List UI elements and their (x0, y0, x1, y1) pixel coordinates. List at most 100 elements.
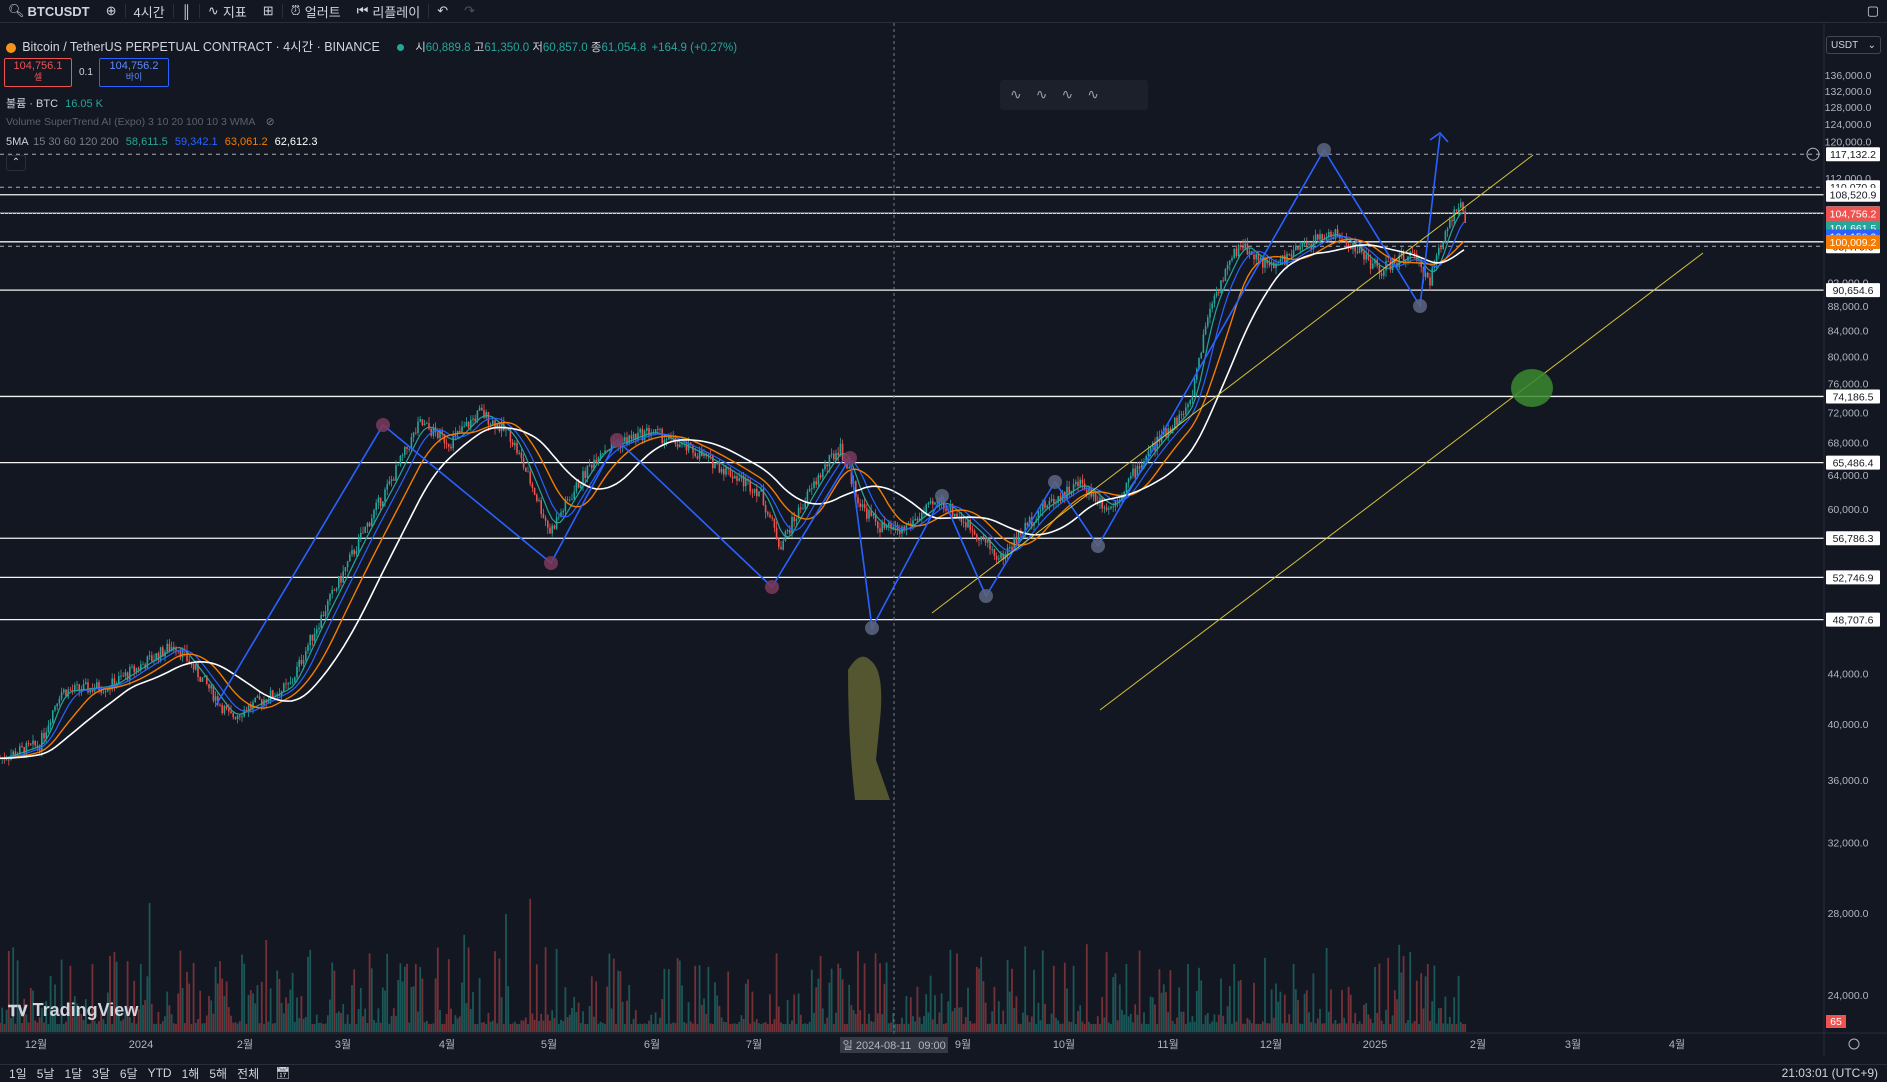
price-tick-label: 28,000.0 (1828, 908, 1869, 920)
volume-bar (1268, 1023, 1271, 1032)
candle-body (588, 464, 591, 466)
volume-bar (676, 958, 679, 1032)
volume-bar (1088, 1021, 1090, 1032)
interval-button[interactable]: 4시간 (133, 4, 165, 20)
chart-type-button[interactable]: ║ (174, 0, 199, 22)
candle-body (351, 550, 353, 555)
range-1d[interactable]: 1일 (9, 1066, 27, 1081)
volume-value: 16.05 K (65, 98, 103, 110)
candle-body (998, 558, 1000, 560)
candle-body (1279, 259, 1282, 262)
indicators-button[interactable]: ∿ 지표 (200, 0, 255, 22)
close-label: 종 (590, 42, 602, 54)
volume-bar (1169, 970, 1172, 1032)
currency-select[interactable]: USDT ⌄ (1826, 36, 1881, 54)
range-6m[interactable]: 6달 (119, 1066, 138, 1081)
volume-bar (1116, 1020, 1119, 1032)
calendar-icon[interactable]: 📅︎ (275, 1066, 291, 1080)
time-tick-label: 10월 (1053, 1038, 1075, 1051)
ma-orange-badge-bg (1826, 235, 1880, 250)
candle-body (82, 683, 85, 691)
candle-body (903, 526, 905, 530)
volume-bar (1193, 1021, 1196, 1032)
volume-bar (494, 951, 496, 1032)
volume-bar (1400, 972, 1403, 1032)
candle-body (298, 659, 300, 667)
undo-button[interactable]: ↶ (429, 0, 456, 22)
volume-bar (1413, 1020, 1416, 1032)
volume-bar (1039, 1020, 1042, 1032)
candle-body (520, 452, 523, 459)
clock-label[interactable]: 21:03:01 (UTC+9) (1781, 1066, 1878, 1080)
sell-button[interactable]: 104,756.1 셀 (4, 58, 72, 87)
range-5d[interactable]: 5날 (36, 1066, 55, 1081)
candle-body (1105, 507, 1108, 510)
volume-bar (1033, 969, 1035, 1032)
candle-body (338, 576, 340, 589)
compare-button[interactable]: ⊕ (98, 0, 125, 22)
candle-body (857, 496, 859, 504)
range-1m[interactable]: 1달 (64, 1066, 83, 1081)
volume-bar (166, 991, 169, 1032)
volume-bar (857, 951, 859, 1032)
price-axis[interactable]: 136,000.0 132,000.0 128,000.0 124,000.0 120,… (1806, 70, 1880, 1028)
candle-body (382, 501, 384, 507)
candle-body (1385, 261, 1387, 271)
volume-bar (742, 1018, 745, 1032)
volume-bar (731, 1023, 734, 1032)
volume-bar (986, 1023, 989, 1032)
buy-button[interactable]: 104,756.2 바이 (99, 58, 169, 87)
volume-bar (518, 1023, 521, 1032)
candle-body (316, 629, 318, 634)
volume-bar (443, 1023, 446, 1032)
candle-body (463, 426, 465, 428)
volume-bar (1272, 1017, 1275, 1032)
candle-body (1075, 481, 1077, 485)
candle-body (1039, 510, 1042, 512)
candle-body (419, 419, 421, 422)
time-axis[interactable]: 12월 2024 2월 3월 4월 5월 6월 7월 9월 10월 11월 12월 2025 2월 3월 4월… (25, 1037, 1860, 1053)
price-chart[interactable]: 136,000.0 132,000.0 128,000.0 124,000.0 120,… (0, 23, 1887, 1056)
hidden-eye-icon[interactable]: ⊘ (265, 116, 275, 128)
volume-bar (678, 960, 681, 1032)
range-5y[interactable]: 5해 (209, 1066, 228, 1081)
symbol-search[interactable]: 🔍︎ BTCUSDT (0, 0, 98, 22)
layouts-button[interactable]: ⊞ (255, 0, 282, 22)
fullscreen-button[interactable]: ▢ (1859, 0, 1887, 22)
candle-body (738, 478, 740, 481)
candle-body (269, 690, 272, 701)
candle-body (1284, 255, 1286, 265)
volume-bar (280, 1002, 283, 1032)
candle-body (201, 677, 204, 682)
candle-body (399, 455, 402, 465)
volume-bar (601, 1022, 604, 1032)
volume-bar (1398, 944, 1401, 1032)
collapse-legend-button[interactable]: ⌃ (6, 155, 26, 171)
settings-icon (1848, 1038, 1860, 1050)
divider (281, 4, 283, 18)
volume-bar (307, 956, 309, 1032)
candle-body (401, 454, 404, 456)
alert-button[interactable]: ⏰︎ 얼러트 (283, 0, 349, 22)
range-ytd[interactable]: YTD (147, 1066, 172, 1080)
volume-bar (285, 997, 287, 1032)
candle-body (93, 689, 96, 692)
candle-body (973, 530, 976, 535)
candle-body (54, 706, 56, 711)
volume-bar (1343, 1017, 1346, 1032)
range-all[interactable]: 전체 (237, 1066, 260, 1081)
range-1y[interactable]: 1해 (181, 1066, 200, 1081)
candle-body (371, 518, 373, 527)
candle-body (254, 697, 256, 703)
volume-bar (714, 982, 716, 1032)
pattern-tools-widget[interactable]: ∿∿∿∿ (1000, 80, 1148, 110)
candle-body (1240, 245, 1242, 246)
candle-body (1121, 494, 1123, 500)
price-tick-label: 68,000.0 (1828, 438, 1869, 450)
candle-body (1136, 465, 1139, 478)
range-3m[interactable]: 3달 (92, 1066, 110, 1081)
volume-bar (1066, 988, 1068, 1032)
redo-button[interactable]: ↷ (456, 0, 483, 22)
replay-button[interactable]: ⏮︎ 리플레이 (349, 0, 429, 22)
volume-bar (898, 1023, 901, 1032)
